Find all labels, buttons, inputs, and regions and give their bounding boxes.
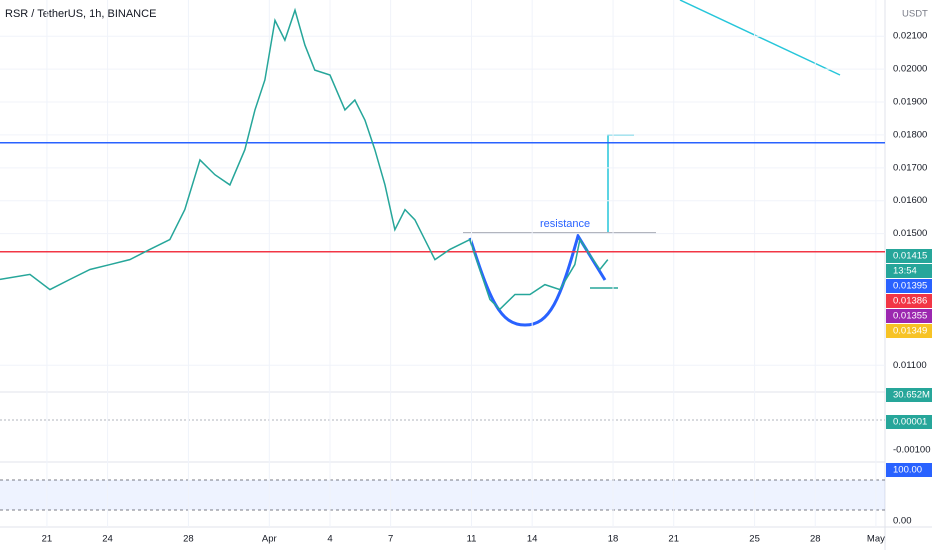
axis-badge: [886, 264, 932, 278]
y-tick-label: 0.01500: [893, 228, 927, 239]
axis-badge-label: -0.00100: [893, 445, 931, 456]
annotation: resistance: [540, 218, 590, 230]
axis-badge: [886, 324, 932, 338]
y-tick-label: 0.01100: [893, 360, 927, 371]
x-tick-label: May: [867, 534, 885, 545]
x-tick-label: 25: [749, 534, 760, 545]
axis-badge-label: 0.01415: [893, 251, 927, 262]
x-tick-label: 7: [388, 534, 393, 545]
y-tick-label: 0.01700: [893, 162, 927, 173]
axis-badge: [886, 279, 932, 293]
cup-pattern: [468, 232, 607, 327]
oscillator-band: [0, 480, 885, 510]
y-tick-label: 0.02100: [893, 31, 927, 42]
x-tick-label: 28: [810, 534, 821, 545]
x-tick-label: 14: [527, 534, 538, 545]
axis-badge-label: 100.00: [893, 465, 922, 476]
x-tick-label: 11: [467, 534, 477, 545]
x-tick-label: Apr: [262, 534, 277, 545]
axis-badge: [886, 309, 932, 323]
axis-badge-label: 13:54: [893, 266, 917, 277]
y-tick-label: 0.01800: [893, 129, 927, 140]
axis-badge-label: 0.00001: [893, 417, 927, 428]
axis-badge-label: 0.01349: [893, 326, 927, 337]
axis-badge: [886, 294, 932, 308]
chart-title: RSR / TetherUS, 1h, BINANCE: [5, 8, 156, 20]
x-tick-label: 24: [102, 534, 113, 545]
y-tick-label: 0.01600: [893, 195, 927, 206]
axis-badge-label: 0.00: [893, 516, 912, 527]
x-tick-label: 21: [42, 534, 53, 545]
price-line: [0, 7, 609, 311]
currency-label: USDT: [902, 9, 928, 20]
axis-badge: [886, 463, 932, 477]
axis-badge: [886, 415, 932, 429]
axis-badge-label: 0.01386: [893, 296, 927, 307]
y-tick-label: 0.02000: [893, 64, 927, 75]
x-tick-label: 4: [327, 534, 332, 545]
y-tick-label: 0.01900: [893, 97, 927, 108]
x-tick-label: 21: [668, 534, 679, 545]
axis-badge: [886, 388, 932, 402]
axis-badge: [886, 249, 932, 263]
x-tick-label: 28: [183, 534, 194, 545]
x-tick-label: 18: [608, 534, 619, 545]
axis-badge-label: 0.01395: [893, 281, 927, 292]
axis-badge-label: 30.652M: [893, 390, 930, 401]
axis-badge-label: 0.01355: [893, 311, 927, 322]
trend-line: [679, 0, 841, 76]
